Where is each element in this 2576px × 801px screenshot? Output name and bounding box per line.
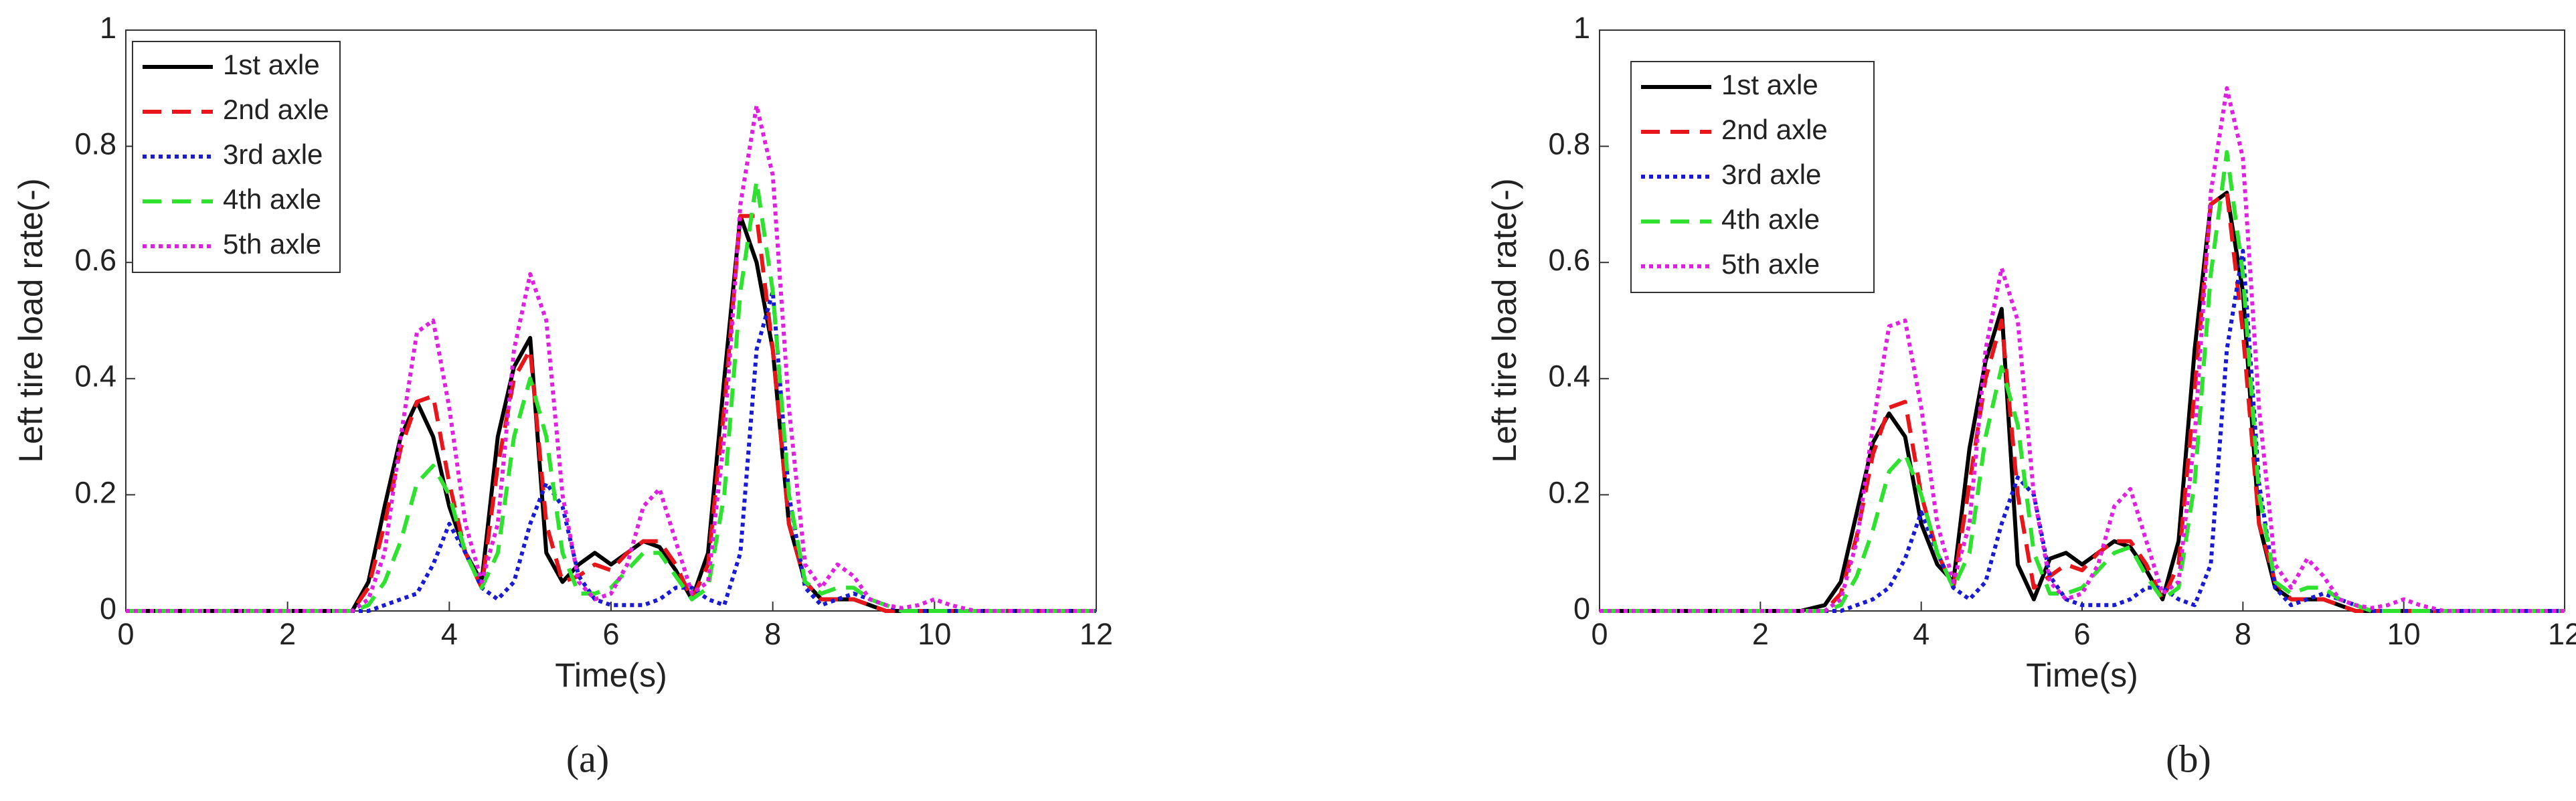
legend-label: 4th axle (1721, 203, 1820, 235)
x-axis-label: Time(s) (2026, 656, 2138, 694)
x-tick-label: 10 (918, 617, 951, 651)
y-tick-label: 0.8 (1548, 126, 1590, 161)
y-tick-label: 0 (1573, 592, 1590, 626)
x-tick-label: 10 (2387, 617, 2421, 651)
x-tick-label: 6 (602, 617, 619, 651)
series-line (126, 213, 1096, 613)
legend-label: 5th axle (223, 228, 321, 260)
legend-box (1630, 61, 1875, 293)
x-tick-label: 8 (2235, 617, 2251, 651)
legend-label: 1st axle (1721, 69, 1818, 100)
x-tick-label: 8 (764, 617, 781, 651)
series-line (1600, 191, 2565, 613)
y-tick-label: 0.2 (74, 475, 116, 509)
legend-label: 4th axle (223, 183, 321, 215)
y-tick-label: 0.4 (74, 359, 116, 393)
legend-label: 1st axle (223, 49, 320, 80)
legend-label: 5th axle (1721, 248, 1820, 280)
series-line (126, 289, 1096, 613)
x-tick-label: 0 (1591, 617, 1608, 651)
y-axis-label: Left tire load rate(-) (12, 178, 50, 462)
y-tick-label: 0.8 (74, 126, 116, 161)
y-tick-label: 0 (100, 592, 116, 626)
caption: (b) (2166, 737, 2211, 780)
legend-label: 2nd axle (1721, 114, 1828, 145)
series-line (1600, 150, 2565, 613)
x-tick-label: 2 (1752, 617, 1769, 651)
x-axis-label: Time(s) (555, 656, 667, 694)
x-tick-label: 0 (117, 617, 134, 651)
x-tick-label: 6 (2073, 617, 2090, 651)
y-tick-label: 0.6 (74, 243, 116, 277)
y-tick-label: 0.2 (1548, 475, 1590, 509)
series-line (1600, 86, 2565, 613)
x-tick-label: 12 (1080, 617, 1113, 651)
x-tick-label: 12 (2548, 617, 2576, 651)
y-tick-label: 0.6 (1548, 243, 1590, 277)
legend-label: 3rd axle (223, 139, 323, 170)
series-line (126, 179, 1096, 613)
y-axis-label: Left tire load rate(-) (1486, 178, 1523, 462)
legend-label: 2nd axle (223, 94, 329, 125)
caption: (a) (566, 737, 609, 780)
x-tick-label: 2 (279, 617, 296, 651)
y-tick-label: 1 (100, 11, 116, 45)
y-tick-label: 0.4 (1548, 359, 1590, 393)
y-tick-label: 1 (1573, 11, 1590, 45)
x-tick-label: 4 (441, 617, 458, 651)
legend-label: 3rd axle (1721, 159, 1821, 190)
x-tick-label: 4 (1913, 617, 1929, 651)
